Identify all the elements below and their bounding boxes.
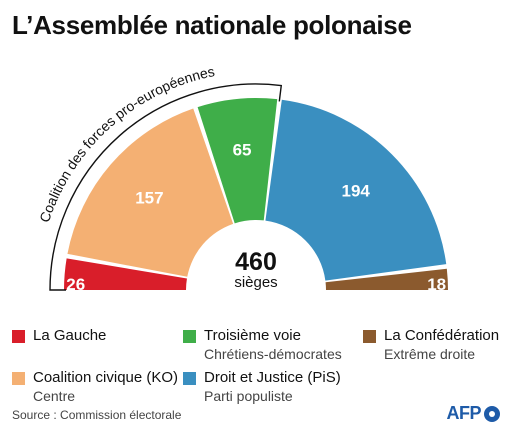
legend-item-troisieme-voie: Troisième voie Chrétiens-démocrates (183, 327, 342, 363)
segment-troisieme-voie (197, 98, 278, 224)
legend-name: La Gauche (33, 327, 107, 344)
afp-logo-icon (484, 405, 500, 422)
segment-value-troisieme-voie: 65 (233, 141, 252, 160)
total-seats-value: 460 (235, 248, 277, 276)
legend-swatch (183, 372, 196, 385)
coalition-bracket (49, 83, 283, 291)
segment-la-gauche (64, 258, 187, 290)
legend-item-droit-et-justice: Droit et Justice (PiS) Parti populiste (183, 369, 341, 405)
legend-sub: Extrême droite (384, 346, 476, 362)
source-note: Source : Commission électorale (12, 408, 182, 422)
segment-coalition-civique-ko (67, 108, 234, 277)
legend-sub: Parti populiste (204, 388, 293, 404)
legend-swatch (183, 330, 196, 343)
legend-sub: Centre (33, 388, 76, 404)
legend-swatch (12, 372, 25, 385)
legend-name: Coalition civique (KO) (33, 369, 179, 386)
legend-item-la-gauche: La Gauche (12, 327, 106, 345)
afp-logo-text: AFP (446, 403, 482, 423)
legend-swatch (12, 330, 25, 343)
legend-name: La Confédération (384, 327, 500, 344)
segment-la-confederation (325, 268, 449, 290)
segment-droit-et-justice-pis (265, 99, 447, 281)
segment-value-droit-et-justice-pis: 194 (342, 181, 371, 200)
segment-value-la-confederation: 18 (427, 275, 446, 294)
afp-logo: AFP (446, 403, 500, 424)
legend-swatch (363, 330, 376, 343)
segment-value-la-gauche: 26 (66, 275, 85, 294)
total-seats-label: sièges (234, 274, 277, 291)
segment-value-coalition-civique-ko: 157 (135, 189, 163, 208)
chart-title: L’Assemblée nationale polonaise (12, 10, 412, 40)
legend-name: Droit et Justice (PiS) (204, 369, 341, 386)
legend-item-coalition-civique: Coalition civique (KO) Centre (12, 369, 178, 405)
legend-name: Troisième voie (204, 327, 301, 344)
legend-sub: Chrétiens-démocrates (204, 346, 342, 362)
legend-item-la-confederation: La Confédération Extrême droite (363, 327, 499, 363)
